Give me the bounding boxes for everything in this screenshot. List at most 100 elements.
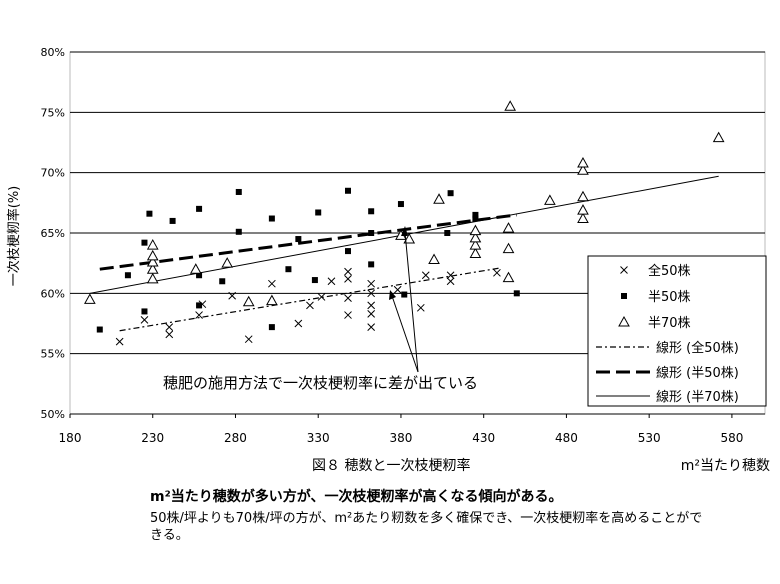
data-point <box>124 272 131 279</box>
data-point <box>189 263 202 274</box>
x-axis-label: m²当たり穂数 <box>681 458 770 474</box>
data-point <box>244 335 253 344</box>
data-point <box>344 274 352 283</box>
marker-stroke <box>244 335 253 344</box>
x-tick-label: 380 <box>389 431 412 445</box>
marker-stroke <box>367 323 376 331</box>
legend-marker <box>618 315 630 327</box>
marker-stroke <box>228 291 237 300</box>
data-point <box>306 301 314 310</box>
annotation-arrowhead <box>401 226 408 236</box>
data-point <box>444 230 451 236</box>
data-point <box>469 224 482 236</box>
data-point <box>428 253 440 265</box>
marker-stroke <box>115 337 124 346</box>
data-point <box>345 248 351 255</box>
data-point <box>447 190 454 197</box>
marker-stroke <box>416 303 425 312</box>
data-point <box>367 279 376 288</box>
data-point <box>228 291 237 300</box>
marker-stroke <box>344 294 352 303</box>
data-point <box>403 233 416 244</box>
marker-stroke <box>195 311 203 319</box>
data-point <box>712 131 725 143</box>
y-tick-label: 50% <box>41 408 65 421</box>
marker-stroke <box>344 311 352 319</box>
marker-stroke <box>317 293 326 301</box>
annotation-arrow <box>391 295 419 373</box>
data-point <box>421 271 430 280</box>
data-point <box>294 319 303 328</box>
data-point <box>140 316 149 324</box>
y-tick-label: 55% <box>41 348 65 361</box>
data-point <box>493 268 501 277</box>
marker-stroke <box>367 301 376 310</box>
data-point <box>472 211 479 218</box>
data-point <box>315 209 322 216</box>
data-point <box>268 279 276 288</box>
x-tick-label: 480 <box>555 431 578 445</box>
x-tick-label: 530 <box>638 431 661 445</box>
marker-stroke <box>165 330 174 339</box>
marker-stroke <box>367 279 376 288</box>
data-point <box>146 272 159 284</box>
legend-label: 線形 (全50株) <box>656 340 739 356</box>
data-point <box>401 291 408 298</box>
data-point <box>504 100 517 111</box>
data-point <box>141 308 148 315</box>
x-tick-label: 230 <box>141 431 164 445</box>
data-point <box>344 311 352 319</box>
data-point <box>393 285 402 294</box>
data-point <box>146 239 159 250</box>
marker-stroke <box>140 316 149 324</box>
data-point <box>416 303 425 312</box>
data-point <box>344 267 352 276</box>
data-point <box>285 266 292 273</box>
data-point <box>577 164 589 175</box>
marker-stroke <box>493 268 501 277</box>
trendline <box>119 267 501 332</box>
data-point <box>196 205 203 212</box>
data-point <box>146 255 159 267</box>
data-point <box>219 278 226 285</box>
data-point <box>317 293 326 301</box>
data-point <box>221 257 234 268</box>
data-point <box>397 201 404 208</box>
data-point <box>327 277 336 286</box>
marker-stroke <box>367 309 376 318</box>
annotation-arrow <box>404 231 419 373</box>
annotation-arrowhead <box>389 290 396 300</box>
data-point <box>544 194 556 205</box>
marker-stroke <box>294 319 303 328</box>
marker-stroke <box>268 279 276 288</box>
data-point <box>368 208 375 215</box>
data-point <box>146 263 159 274</box>
data-point <box>502 242 515 254</box>
data-point <box>146 210 153 217</box>
marker-stroke <box>393 285 402 294</box>
data-point <box>268 215 275 222</box>
legend-marker <box>620 266 628 274</box>
data-point <box>165 330 174 339</box>
data-point <box>368 261 375 268</box>
caption-sub: 50株/坪よりも70株/坪の方が、m²あたり籾数を多く確保でき、一次枝梗籾率を高… <box>150 511 703 543</box>
marker-stroke <box>306 301 314 310</box>
data-point <box>577 156 589 168</box>
data-point <box>268 324 275 331</box>
caption-main: m²当たり穂数が多い方が、一次枝梗籾率が高くなる傾向がある。 <box>150 489 563 505</box>
data-point <box>446 277 455 286</box>
data-point <box>141 239 148 246</box>
data-point <box>577 190 589 202</box>
data-point <box>513 290 520 297</box>
y-tick-label: 80% <box>41 46 65 59</box>
data-point <box>502 271 515 283</box>
data-point <box>345 187 351 194</box>
data-point <box>196 272 203 279</box>
data-point <box>433 193 445 204</box>
data-point <box>367 323 376 331</box>
legend-label: 線形 (半50株) <box>656 365 739 381</box>
legend-box <box>587 255 767 407</box>
x-tick-label: 330 <box>307 431 330 445</box>
marker-stroke <box>327 277 336 286</box>
data-point <box>469 247 482 259</box>
